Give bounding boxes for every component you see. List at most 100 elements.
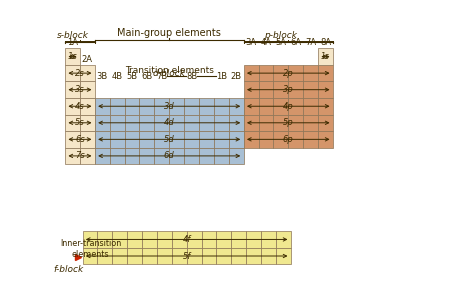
Bar <box>157 231 172 248</box>
Bar <box>139 148 155 164</box>
Text: 2p: 2p <box>283 68 293 78</box>
Bar <box>172 248 187 264</box>
Bar <box>80 148 95 164</box>
Text: 6B: 6B <box>141 72 153 81</box>
Bar <box>276 248 291 264</box>
Bar <box>288 115 303 131</box>
Bar <box>125 98 139 115</box>
Bar <box>273 65 288 82</box>
Bar <box>318 115 333 131</box>
Bar <box>80 98 95 115</box>
Text: 8A: 8A <box>320 38 331 47</box>
Bar <box>95 98 109 115</box>
Bar <box>273 82 288 98</box>
Bar <box>201 248 217 264</box>
Bar <box>229 98 244 115</box>
Text: 3B: 3B <box>97 72 108 81</box>
Bar <box>109 131 125 148</box>
Text: 3A: 3A <box>246 38 256 47</box>
Bar <box>303 131 318 148</box>
Bar <box>127 248 142 264</box>
Bar <box>139 98 155 115</box>
Text: 4A: 4A <box>260 38 272 47</box>
Bar <box>229 131 244 148</box>
Bar <box>155 98 169 115</box>
Bar <box>261 231 276 248</box>
Bar <box>65 65 80 82</box>
Text: 5p: 5p <box>283 118 293 127</box>
Text: 7A: 7A <box>305 38 316 47</box>
Bar <box>169 131 184 148</box>
Bar <box>65 148 80 164</box>
Text: 4B: 4B <box>111 72 123 81</box>
Bar <box>95 131 109 148</box>
Bar <box>217 248 231 264</box>
Bar <box>184 115 199 131</box>
Bar <box>273 131 288 148</box>
Bar <box>318 131 333 148</box>
Text: 3p: 3p <box>283 85 293 94</box>
Text: s-block: s-block <box>56 31 89 40</box>
Bar <box>288 98 303 115</box>
Bar <box>244 98 258 115</box>
Bar <box>273 115 288 131</box>
Text: 5f: 5f <box>182 251 191 261</box>
Bar <box>231 248 246 264</box>
Text: 3s: 3s <box>75 85 85 94</box>
Bar <box>318 65 333 82</box>
Bar <box>201 231 217 248</box>
Bar <box>139 131 155 148</box>
Bar <box>244 131 258 148</box>
Bar <box>217 231 231 248</box>
Bar <box>80 115 95 131</box>
Text: 4p: 4p <box>283 102 293 111</box>
Bar <box>65 48 80 65</box>
Text: 1A: 1A <box>67 38 78 47</box>
Bar <box>184 98 199 115</box>
Bar <box>214 98 229 115</box>
Bar <box>288 131 303 148</box>
Bar <box>258 131 273 148</box>
Text: 4s: 4s <box>75 102 85 111</box>
Text: 2s: 2s <box>75 68 85 78</box>
Text: 4f: 4f <box>182 235 191 244</box>
Text: 1s: 1s <box>68 52 77 61</box>
Text: p-block: p-block <box>264 31 297 40</box>
Bar <box>258 98 273 115</box>
Bar <box>199 98 214 115</box>
Bar <box>199 115 214 131</box>
Text: 5d: 5d <box>164 135 174 144</box>
Bar <box>65 98 80 115</box>
Bar <box>155 131 169 148</box>
Text: 7B: 7B <box>156 72 167 81</box>
Bar <box>318 98 333 115</box>
Bar <box>288 65 303 82</box>
Bar <box>95 148 109 164</box>
Bar <box>214 131 229 148</box>
Bar <box>303 65 318 82</box>
Bar <box>184 148 199 164</box>
Bar <box>187 231 201 248</box>
Bar <box>95 115 109 131</box>
Text: 2B: 2B <box>231 72 242 81</box>
Text: Inner-transition
elements: Inner-transition elements <box>60 239 121 259</box>
Bar <box>172 231 187 248</box>
Bar <box>65 82 80 98</box>
Bar <box>169 148 184 164</box>
Bar <box>258 115 273 131</box>
Text: 7s: 7s <box>75 152 85 160</box>
Text: 5A: 5A <box>275 38 286 47</box>
Text: 3d: 3d <box>164 102 174 111</box>
Text: 1B: 1B <box>216 72 227 81</box>
Bar <box>276 231 291 248</box>
Bar <box>258 65 273 82</box>
Bar <box>82 248 97 264</box>
Text: 6A: 6A <box>290 38 301 47</box>
Bar <box>246 231 261 248</box>
Text: Transition elements: Transition elements <box>125 65 214 75</box>
Bar <box>97 231 112 248</box>
Bar <box>214 115 229 131</box>
Bar <box>199 148 214 164</box>
Bar <box>229 115 244 131</box>
Text: 2A: 2A <box>82 55 93 64</box>
